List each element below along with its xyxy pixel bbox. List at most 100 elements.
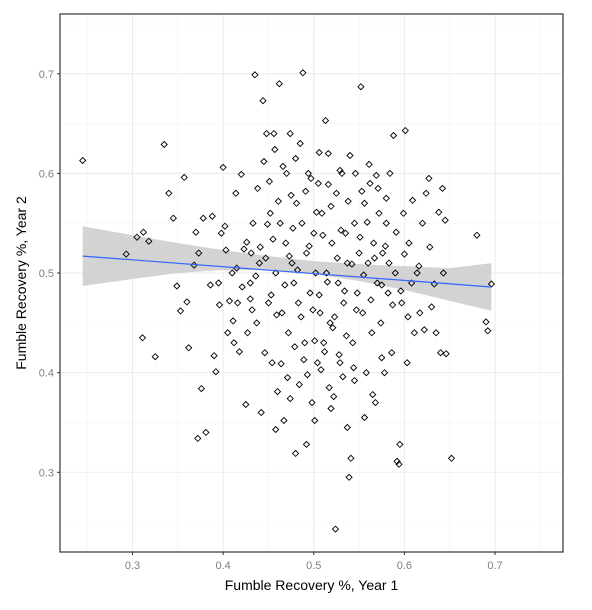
y-tick-label: 0.5 xyxy=(39,268,54,280)
data-point xyxy=(339,373,347,381)
data-point xyxy=(363,218,371,226)
data-point xyxy=(246,279,254,287)
x-tick-label: 0.6 xyxy=(397,560,412,572)
data-point xyxy=(263,220,272,228)
data-point xyxy=(215,301,224,309)
data-point xyxy=(318,209,326,217)
data-point xyxy=(403,359,411,367)
data-point xyxy=(202,428,210,437)
gridlines xyxy=(60,14,563,552)
data-point xyxy=(197,384,206,393)
data-point xyxy=(395,460,403,468)
data-point xyxy=(341,229,350,237)
data-point xyxy=(249,219,257,227)
data-point xyxy=(397,287,405,295)
data-point xyxy=(291,449,300,458)
data-point xyxy=(235,348,244,356)
data-point xyxy=(292,199,301,207)
y-tick-label: 0.3 xyxy=(39,467,54,479)
data-point xyxy=(393,457,401,465)
data-point xyxy=(269,235,277,243)
data-point xyxy=(199,214,207,222)
data-point xyxy=(267,291,275,299)
data-point xyxy=(165,189,173,197)
data-point xyxy=(229,317,237,325)
y-tick-label: 0.6 xyxy=(39,168,54,180)
data-point xyxy=(482,318,490,326)
data-point xyxy=(185,344,193,352)
data-point xyxy=(183,298,191,306)
data-point xyxy=(283,373,292,382)
data-point xyxy=(271,145,279,154)
data-point xyxy=(301,339,309,347)
data-point xyxy=(307,174,315,183)
data-point xyxy=(344,197,352,205)
data-point xyxy=(426,243,434,251)
data-point xyxy=(264,299,273,307)
data-point xyxy=(262,129,271,138)
data-point xyxy=(255,259,264,267)
data-point xyxy=(408,196,417,204)
data-point xyxy=(415,262,423,270)
data-point xyxy=(388,349,396,357)
data-point xyxy=(366,179,374,188)
data-point xyxy=(228,269,236,277)
data-point xyxy=(372,171,380,180)
data-point xyxy=(348,260,356,268)
data-point xyxy=(378,354,386,362)
data-point xyxy=(320,339,328,347)
data-point xyxy=(349,339,357,347)
data-point xyxy=(327,404,335,413)
data-point xyxy=(151,353,159,361)
data-point xyxy=(385,259,393,267)
y-axis-ticks: 0.3 0.4 0.5 0.6 0.7 xyxy=(39,69,60,479)
data-point xyxy=(311,416,319,425)
data-point xyxy=(230,339,238,347)
data-point xyxy=(391,269,399,277)
data-point xyxy=(422,189,430,197)
data-point xyxy=(208,212,216,220)
data-point xyxy=(396,440,404,449)
data-point xyxy=(281,281,289,289)
data-point xyxy=(253,319,261,327)
y-axis-title: Fumble Recovery %, Year 2 xyxy=(13,196,29,370)
data-point xyxy=(370,254,379,262)
data-point xyxy=(312,208,321,216)
data-point xyxy=(265,177,274,186)
data-point xyxy=(330,313,339,321)
data-point xyxy=(333,254,341,262)
data-point xyxy=(413,269,421,277)
data-point xyxy=(272,425,280,434)
data-point xyxy=(233,299,242,307)
data-point xyxy=(297,313,305,321)
data-point xyxy=(298,219,306,227)
data-point xyxy=(349,364,358,372)
data-point xyxy=(300,356,308,364)
data-point xyxy=(405,239,413,247)
data-point xyxy=(321,116,330,125)
data-point xyxy=(279,162,287,171)
data-point xyxy=(343,423,351,432)
data-point xyxy=(314,179,322,188)
data-point xyxy=(256,243,264,251)
data-point xyxy=(259,97,267,105)
data-point xyxy=(286,129,294,138)
data-point xyxy=(304,169,312,178)
data-point xyxy=(382,194,390,202)
data-point xyxy=(359,309,367,317)
data-point xyxy=(386,169,394,178)
x-axis-title: Fumble Recovery %, Year 1 xyxy=(225,577,399,593)
data-point xyxy=(194,434,202,443)
data-point xyxy=(288,259,296,267)
data-point xyxy=(324,180,332,189)
data-point xyxy=(272,269,280,277)
data-point xyxy=(330,392,338,401)
data-point xyxy=(176,307,185,315)
data-point xyxy=(378,281,386,289)
data-point xyxy=(360,199,369,207)
x-tick-label: 0.3 xyxy=(125,560,140,572)
data-point xyxy=(369,390,377,399)
data-point xyxy=(484,327,492,335)
data-point xyxy=(277,360,285,368)
data-point xyxy=(342,332,351,340)
